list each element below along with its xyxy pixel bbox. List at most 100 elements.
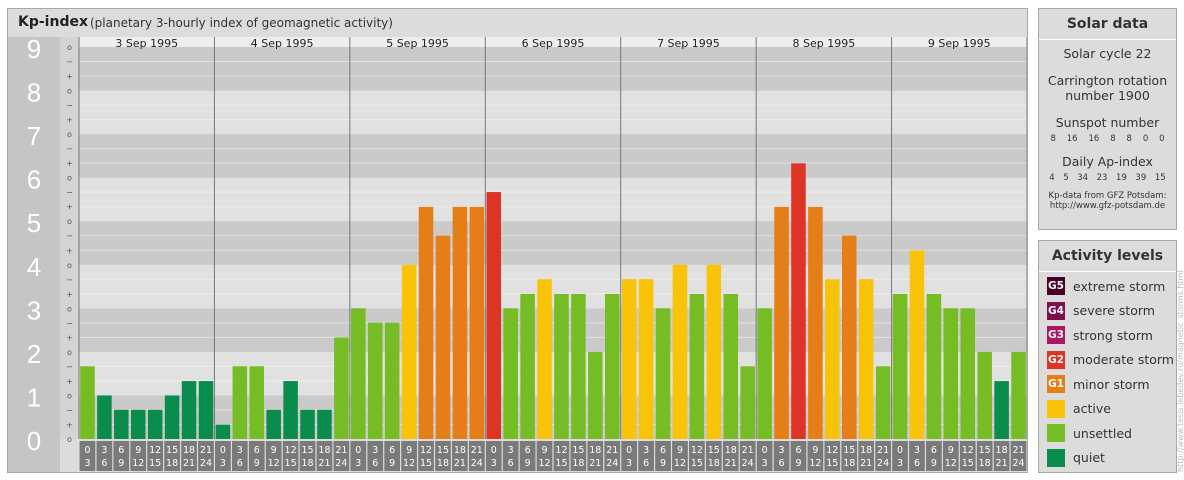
- hour-cell: [959, 441, 976, 471]
- hour-cell: [96, 441, 113, 471]
- kp-bar: [571, 293, 586, 439]
- hour-start-label: 21: [471, 445, 483, 456]
- hour-start-label: 6: [254, 445, 260, 456]
- hour-start-label: 21: [200, 445, 212, 456]
- hour-cell: [231, 441, 248, 471]
- legend-label: moderate storm: [1073, 352, 1174, 368]
- hour-start-label: 9: [812, 445, 818, 456]
- sub-tick-label: o: [67, 391, 72, 400]
- y-tick-label: 5: [27, 208, 41, 238]
- activity-panel-title: Activity levels: [1039, 241, 1176, 272]
- carrington-line-1: Carrington rotation: [1047, 73, 1168, 88]
- hour-cell: [909, 441, 925, 471]
- hour-end-label: 15: [555, 458, 567, 469]
- kp-bar: [689, 293, 705, 439]
- source-line-1: Kp-data from GFZ Potsdam:: [1048, 191, 1167, 201]
- legend-label: strong storm: [1073, 327, 1153, 343]
- kp-bar: [384, 322, 400, 439]
- hour-cell: [316, 441, 333, 471]
- kp-bar: [588, 351, 603, 439]
- sunspot-values: 8 16 16 8 8 0 0: [1039, 134, 1176, 144]
- hour-end-label: 21: [318, 458, 330, 469]
- hour-end-label: 21: [725, 458, 737, 469]
- hour-start-label: 18: [725, 445, 737, 456]
- kp-bar: [334, 337, 349, 439]
- legend-swatch: [1047, 399, 1065, 418]
- sub-tick-label: o: [67, 87, 72, 96]
- hour-end-label: 3: [897, 458, 903, 469]
- hour-start-label: 12: [691, 445, 703, 456]
- hour-cell: [282, 441, 299, 471]
- hour-cell: [841, 441, 858, 471]
- hour-cell: [113, 441, 130, 471]
- sub-tick-label: +: [66, 72, 73, 81]
- kp-bar: [164, 395, 180, 439]
- kp-bar: [841, 235, 857, 439]
- kp-bar: [215, 424, 231, 439]
- hour-end-label: 3: [626, 458, 632, 469]
- hour-start-label: 3: [914, 445, 920, 456]
- hour-cell: [773, 441, 790, 471]
- kp-band: [79, 47, 1027, 91]
- sub-tick-label: o: [67, 43, 72, 52]
- sub-tick-label: +: [66, 290, 73, 299]
- hour-start-label: 18: [589, 445, 601, 456]
- kp-bar: [232, 366, 248, 439]
- hour-end-label: 21: [589, 458, 601, 469]
- ap-index-value: 39: [1135, 173, 1147, 183]
- kp-bar: [994, 381, 1009, 439]
- chart-subtitle: (planetary 3-hourly index of geomagnetic…: [90, 16, 393, 30]
- legend-label: severe storm: [1073, 303, 1155, 319]
- sub-tick-label: o: [67, 130, 72, 139]
- hour-cell: [807, 441, 824, 471]
- legend-swatch: [1047, 448, 1065, 467]
- hour-cell: [858, 441, 875, 471]
- kp-band: [79, 221, 1027, 265]
- kp-bar: [198, 381, 214, 439]
- hour-cell: [418, 441, 434, 471]
- hour-start-label: 18: [860, 445, 872, 456]
- hour-cell: [265, 441, 282, 471]
- legend-item: G2 moderate storm: [1039, 348, 1176, 373]
- hour-start-label: 9: [135, 445, 141, 456]
- hour-cell: [604, 441, 621, 471]
- sub-tick-label: o: [67, 174, 72, 183]
- kp-bar: [80, 366, 95, 439]
- date-label: 3 Sep 1995: [115, 37, 178, 50]
- hour-cell: [672, 441, 688, 471]
- hour-cell: [689, 441, 705, 471]
- ap-index-title: Daily Ap-index: [1062, 154, 1153, 169]
- kp-bar: [825, 279, 840, 439]
- hour-end-label: 9: [660, 458, 666, 469]
- sub-tick-label: +: [66, 116, 73, 125]
- date-label: 6 Sep 1995: [522, 37, 585, 50]
- hour-end-label: 12: [674, 458, 686, 469]
- hour-start-label: 6: [931, 445, 937, 456]
- legend-label: extreme storm: [1073, 278, 1166, 294]
- legend-item: active: [1039, 397, 1176, 422]
- hour-start-label: 3: [237, 445, 243, 456]
- kp-bar: [130, 409, 146, 439]
- hour-start-label: 0: [355, 445, 361, 456]
- sub-tick-label: −: [66, 188, 73, 197]
- kp-bar: [604, 293, 620, 439]
- hour-cell: [435, 441, 451, 471]
- hour-end-label: 6: [779, 458, 785, 469]
- hour-end-label: 6: [508, 458, 514, 469]
- sunspot-title: Sunspot number: [1055, 115, 1160, 130]
- ap-index-value: 15: [1154, 173, 1166, 183]
- watermark: http://www.tesis.lebedev.ru/magnetic_sto…: [1176, 270, 1184, 472]
- hour-cell: [942, 441, 959, 471]
- hour-end-label: 15: [826, 458, 838, 469]
- kp-bar: [300, 409, 315, 439]
- y-tick-label: 1: [27, 382, 41, 412]
- kp-bar: [469, 206, 485, 439]
- hour-end-label: 15: [962, 458, 974, 469]
- hour-end-label: 3: [355, 458, 361, 469]
- sub-tick-label: +: [66, 420, 73, 429]
- hour-end-label: 6: [372, 458, 378, 469]
- hour-cell: [638, 441, 654, 471]
- legend-swatch: G5: [1047, 277, 1065, 296]
- hour-cell: [79, 441, 96, 471]
